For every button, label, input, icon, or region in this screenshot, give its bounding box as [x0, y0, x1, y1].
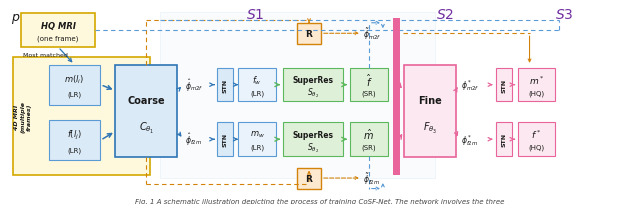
Text: $S_{\theta_2}$: $S_{\theta_2}$ — [307, 141, 319, 154]
FancyBboxPatch shape — [297, 168, 321, 189]
Text: $f^*$: $f^*$ — [531, 128, 541, 141]
Text: (SR): (SR) — [362, 144, 376, 151]
Text: $\hat{\phi}_{f2m}$: $\hat{\phi}_{f2m}$ — [186, 131, 202, 148]
Text: $S2$: $S2$ — [436, 8, 454, 22]
FancyBboxPatch shape — [49, 121, 100, 160]
FancyBboxPatch shape — [393, 18, 400, 175]
Text: $S3$: $S3$ — [556, 8, 573, 22]
Text: $\tilde{\phi}_{m2f}$: $\tilde{\phi}_{m2f}$ — [363, 26, 381, 42]
FancyBboxPatch shape — [495, 69, 511, 102]
Text: (LR): (LR) — [250, 144, 264, 151]
Text: Coarse: Coarse — [127, 95, 165, 105]
FancyBboxPatch shape — [217, 69, 233, 102]
Text: $\tilde{\phi}_{f2m}$: $\tilde{\phi}_{f2m}$ — [363, 170, 380, 186]
Text: $\phi^*_{f2m}$: $\phi^*_{f2m}$ — [461, 132, 478, 147]
FancyBboxPatch shape — [297, 24, 321, 44]
Text: SuperRes: SuperRes — [292, 76, 333, 85]
Text: (HQ): (HQ) — [529, 90, 545, 96]
Text: Most matched: Most matched — [22, 52, 68, 58]
Text: STN: STN — [223, 133, 228, 146]
FancyBboxPatch shape — [20, 14, 95, 48]
Text: SuperRes: SuperRes — [292, 130, 333, 139]
FancyBboxPatch shape — [115, 65, 177, 157]
Text: $m(l_i)$: $m(l_i)$ — [65, 73, 84, 85]
Text: (LR): (LR) — [67, 146, 81, 153]
FancyBboxPatch shape — [238, 123, 276, 156]
Text: $\phi^*_{m2f}$: $\phi^*_{m2f}$ — [461, 78, 479, 93]
FancyBboxPatch shape — [283, 69, 343, 102]
Text: (SR): (SR) — [362, 90, 376, 96]
Text: 4D MRI
(multiple
frames): 4D MRI (multiple frames) — [14, 101, 31, 133]
FancyBboxPatch shape — [350, 123, 388, 156]
Text: $f(l_j)$: $f(l_j)$ — [67, 128, 82, 141]
Text: $\hat{m}$: $\hat{m}$ — [364, 128, 374, 142]
Text: $m_w$: $m_w$ — [250, 129, 264, 140]
Text: Fine: Fine — [418, 95, 442, 105]
FancyBboxPatch shape — [217, 123, 233, 156]
Text: $p$: $p$ — [11, 11, 20, 26]
Text: (HQ): (HQ) — [529, 144, 545, 151]
Text: $F_{\theta_3}$: $F_{\theta_3}$ — [422, 120, 437, 135]
FancyBboxPatch shape — [283, 123, 343, 156]
FancyBboxPatch shape — [518, 123, 556, 156]
FancyBboxPatch shape — [13, 58, 150, 175]
Text: $S_{\theta_2}$: $S_{\theta_2}$ — [307, 86, 319, 100]
Text: $\hat{\phi}_{m2f}$: $\hat{\phi}_{m2f}$ — [186, 77, 204, 93]
Text: STN: STN — [501, 78, 506, 92]
Text: R: R — [305, 174, 312, 183]
Text: R: R — [305, 30, 312, 39]
Text: $S1$: $S1$ — [246, 8, 264, 22]
FancyBboxPatch shape — [49, 65, 100, 105]
FancyBboxPatch shape — [350, 69, 388, 102]
Text: STN: STN — [501, 133, 506, 146]
FancyBboxPatch shape — [404, 65, 456, 157]
Text: Fig. 1 A schematic illustration depicting the process of training CoSF-Net. The : Fig. 1 A schematic illustration depictin… — [135, 198, 505, 204]
Text: $\hat{f}$: $\hat{f}$ — [365, 72, 372, 88]
Text: HQ MRI: HQ MRI — [40, 21, 76, 30]
Text: (LR): (LR) — [250, 90, 264, 96]
Text: $m^*$: $m^*$ — [529, 74, 544, 86]
FancyBboxPatch shape — [495, 123, 511, 156]
Text: STN: STN — [223, 78, 228, 92]
Text: (LR): (LR) — [67, 91, 81, 98]
FancyBboxPatch shape — [238, 69, 276, 102]
Text: (one frame): (one frame) — [37, 35, 79, 42]
Text: $f_w$: $f_w$ — [252, 74, 262, 86]
Text: $C_{\theta_1}$: $C_{\theta_1}$ — [139, 120, 154, 135]
FancyBboxPatch shape — [161, 13, 435, 178]
FancyBboxPatch shape — [518, 69, 556, 102]
